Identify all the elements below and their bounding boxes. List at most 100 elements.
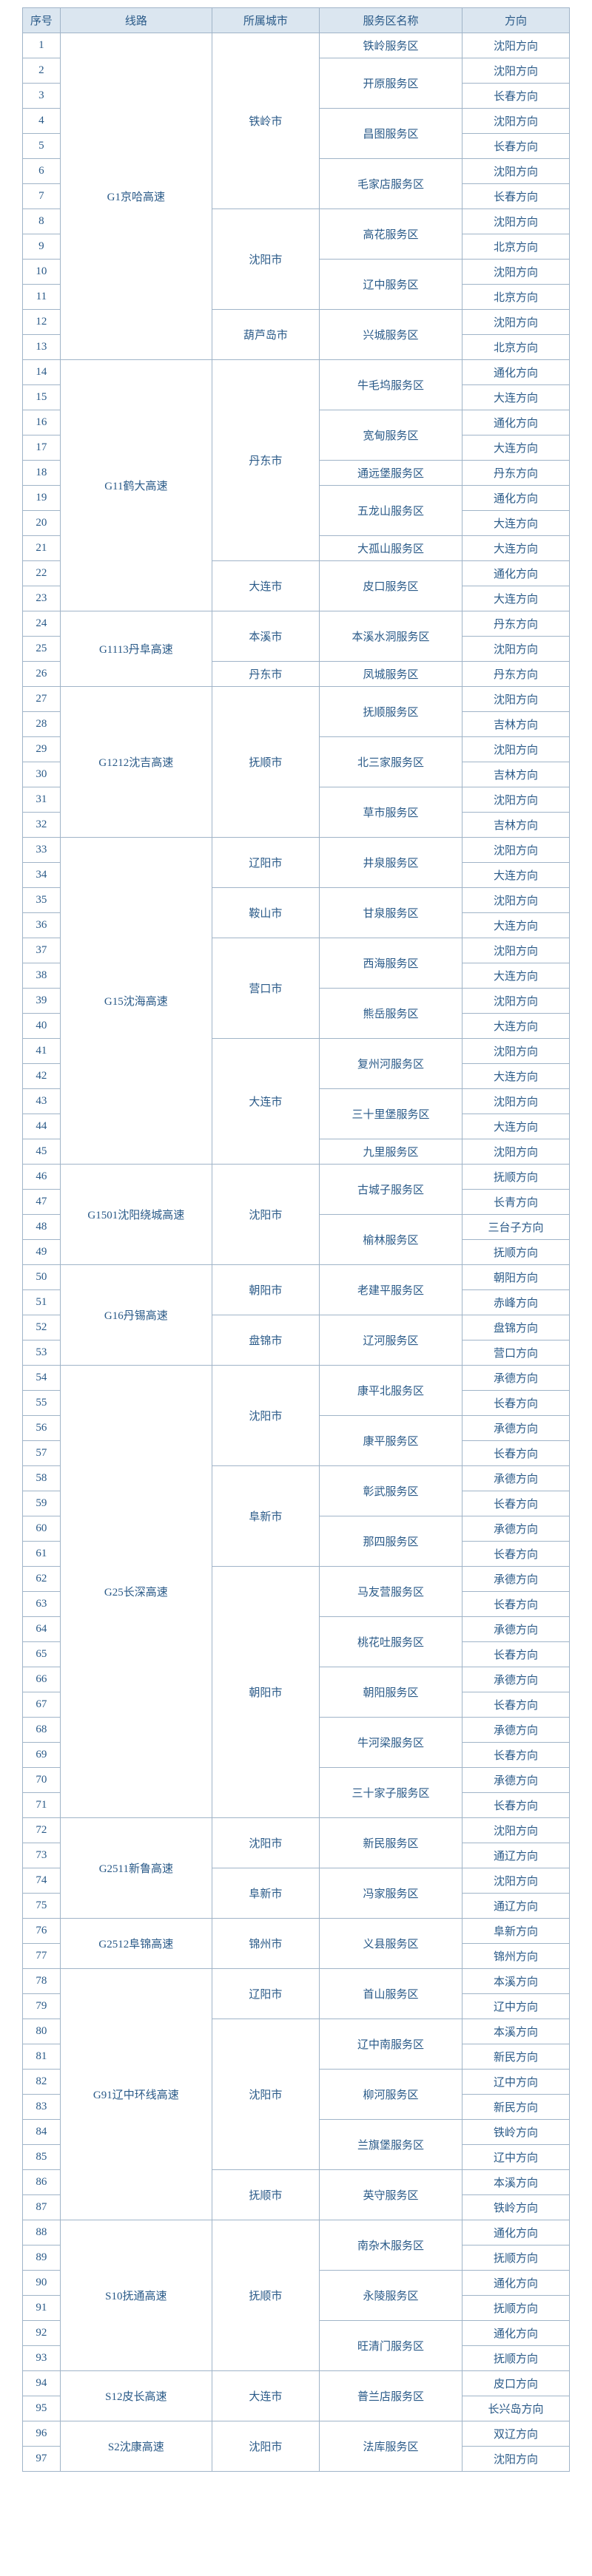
cell-idx: 7 (23, 184, 61, 209)
cell-idx: 35 (23, 888, 61, 913)
cell-dir: 长春方向 (462, 1642, 570, 1667)
cell-dir: 沈阳方向 (462, 159, 570, 184)
cell-city: 大连市 (212, 1039, 319, 1165)
cell-area: 三十里堡服务区 (319, 1089, 462, 1139)
cell-idx: 23 (23, 586, 61, 611)
cell-dir: 沈阳方向 (462, 838, 570, 863)
cell-area: 皮口服务区 (319, 561, 462, 611)
cell-idx: 68 (23, 1718, 61, 1743)
cell-city: 阜新市 (212, 1868, 319, 1919)
cell-area: 复州河服务区 (319, 1039, 462, 1089)
cell-route: G25长深高速 (60, 1366, 212, 1818)
table-row: 88S10抚通高速抚顺市南杂木服务区通化方向 (23, 2220, 570, 2245)
cell-idx: 14 (23, 360, 61, 385)
cell-idx: 41 (23, 1039, 61, 1064)
cell-area: 永陵服务区 (319, 2271, 462, 2321)
cell-dir: 三台子方向 (462, 1215, 570, 1240)
table-row: 1G1京哈高速铁岭市铁岭服务区沈阳方向 (23, 33, 570, 58)
cell-area: 彰武服务区 (319, 1466, 462, 1516)
cell-route: G1113丹阜高速 (60, 611, 212, 687)
header-dir: 方向 (462, 8, 570, 33)
cell-area: 开原服务区 (319, 58, 462, 109)
cell-idx: 54 (23, 1366, 61, 1391)
cell-idx: 15 (23, 385, 61, 410)
table-row: 54G25长深高速沈阳市康平北服务区承德方向 (23, 1366, 570, 1391)
cell-idx: 11 (23, 285, 61, 310)
cell-dir: 吉林方向 (462, 712, 570, 737)
header-route: 线路 (60, 8, 212, 33)
cell-dir: 通化方向 (462, 2321, 570, 2346)
cell-idx: 4 (23, 109, 61, 134)
cell-dir: 丹东方向 (462, 461, 570, 486)
cell-idx: 83 (23, 2095, 61, 2120)
cell-dir: 沈阳方向 (462, 989, 570, 1014)
cell-dir: 抚顺方向 (462, 2346, 570, 2371)
cell-route: G1212沈吉高速 (60, 687, 212, 838)
cell-dir: 长春方向 (462, 134, 570, 159)
cell-city: 铁岭市 (212, 33, 319, 209)
cell-dir: 长春方向 (462, 1692, 570, 1718)
cell-dir: 沈阳方向 (462, 1089, 570, 1114)
cell-dir: 通辽方向 (462, 1894, 570, 1919)
cell-idx: 94 (23, 2371, 61, 2396)
cell-dir: 长春方向 (462, 1542, 570, 1567)
cell-idx: 9 (23, 234, 61, 260)
cell-idx: 63 (23, 1592, 61, 1617)
cell-area: 大孤山服务区 (319, 536, 462, 561)
cell-route: G16丹锡高速 (60, 1265, 212, 1366)
cell-dir: 沈阳方向 (462, 1868, 570, 1894)
cell-dir: 通化方向 (462, 2271, 570, 2296)
cell-idx: 96 (23, 2421, 61, 2447)
cell-idx: 30 (23, 762, 61, 787)
cell-dir: 新民方向 (462, 2044, 570, 2070)
cell-area: 昌图服务区 (319, 109, 462, 159)
cell-dir: 沈阳方向 (462, 888, 570, 913)
cell-area: 牛河梁服务区 (319, 1718, 462, 1768)
cell-dir: 北京方向 (462, 285, 570, 310)
cell-city: 抚顺市 (212, 2170, 319, 2220)
service-area-table: 序号 线路 所属城市 服务区名称 方向 1G1京哈高速铁岭市铁岭服务区沈阳方向2… (22, 7, 570, 2472)
cell-idx: 25 (23, 637, 61, 662)
cell-area: 甘泉服务区 (319, 888, 462, 938)
cell-idx: 91 (23, 2296, 61, 2321)
cell-area: 辽中南服务区 (319, 2019, 462, 2070)
table-row: 27G1212沈吉高速抚顺市抚顺服务区沈阳方向 (23, 687, 570, 712)
cell-idx: 37 (23, 938, 61, 963)
cell-city: 沈阳市 (212, 1366, 319, 1466)
cell-idx: 22 (23, 561, 61, 586)
cell-dir: 沈阳方向 (462, 260, 570, 285)
cell-idx: 8 (23, 209, 61, 234)
cell-dir: 通化方向 (462, 561, 570, 586)
cell-city: 锦州市 (212, 1919, 319, 1969)
cell-dir: 长春方向 (462, 1441, 570, 1466)
cell-dir: 本溪方向 (462, 2019, 570, 2044)
table-row: 76G2512阜锦高速锦州市义县服务区阜新方向 (23, 1919, 570, 1944)
cell-area: 桃花吐服务区 (319, 1617, 462, 1667)
cell-area: 五龙山服务区 (319, 486, 462, 536)
cell-route: S2沈康高速 (60, 2421, 212, 2472)
cell-dir: 长春方向 (462, 1391, 570, 1416)
cell-dir: 新民方向 (462, 2095, 570, 2120)
table-row: 78G91辽中环线高速辽阳市首山服务区本溪方向 (23, 1969, 570, 1994)
cell-dir: 辽中方向 (462, 2070, 570, 2095)
cell-dir: 大连方向 (462, 511, 570, 536)
cell-area: 铁岭服务区 (319, 33, 462, 58)
cell-idx: 60 (23, 1516, 61, 1542)
cell-route: G1京哈高速 (60, 33, 212, 360)
cell-route: G2511新鲁高速 (60, 1818, 212, 1919)
cell-dir: 锦州方向 (462, 1944, 570, 1969)
cell-area: 普兰店服务区 (319, 2371, 462, 2421)
cell-city: 大连市 (212, 561, 319, 611)
cell-area: 北三家服务区 (319, 737, 462, 787)
cell-dir: 长春方向 (462, 1491, 570, 1516)
cell-idx: 57 (23, 1441, 61, 1466)
cell-dir: 沈阳方向 (462, 58, 570, 84)
cell-idx: 20 (23, 511, 61, 536)
cell-dir: 沈阳方向 (462, 787, 570, 813)
cell-area: 通远堡服务区 (319, 461, 462, 486)
cell-idx: 92 (23, 2321, 61, 2346)
cell-idx: 32 (23, 813, 61, 838)
cell-dir: 抚顺方向 (462, 2296, 570, 2321)
cell-dir: 承德方向 (462, 1667, 570, 1692)
cell-dir: 承德方向 (462, 1768, 570, 1793)
